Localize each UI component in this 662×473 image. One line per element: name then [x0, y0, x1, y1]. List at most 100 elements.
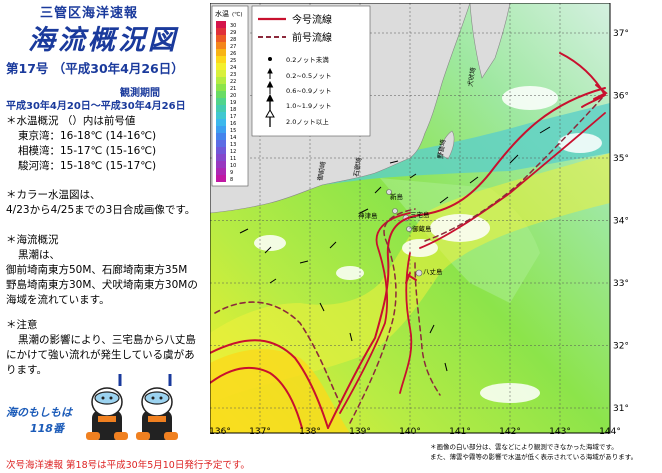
scale-swatch: [216, 98, 226, 105]
current-streamline: [210, 366, 303, 429]
previous-streamline: [414, 262, 441, 396]
scale-swatch: [216, 119, 226, 126]
longitude-label: 137°: [249, 427, 271, 437]
longitude-labels: 136° 137° 138° 139° 140° 141° 142° 143° 144°: [210, 427, 621, 437]
caution-line: にかけて強い流れが発生している虞があ: [6, 349, 195, 361]
legend-speed-label: 0.6~0.9ノット: [286, 87, 332, 95]
scale-swatch: [216, 49, 226, 56]
scale-tick-label: 20: [230, 93, 236, 99]
scale-tick-label: 22: [230, 79, 236, 85]
water-temp-section: ＊水温概況 （）内は前号値 東京湾：16-18℃ (14-16℃) 相模湾：15…: [6, 114, 156, 174]
scale-tick-label: 27: [230, 44, 236, 50]
scale-swatch: [216, 56, 226, 63]
previous-streamline: [214, 301, 341, 404]
current-vectors: [239, 126, 551, 372]
latitude-label: 36°: [613, 92, 628, 102]
scale-tick-label: 18: [230, 107, 236, 113]
caution-section: ＊注意 黒潮の影響により、三宅島から八丈島 にかけて強い流れが発生している虞があ…: [6, 318, 196, 378]
caution-line: ります。: [6, 364, 47, 376]
scale-unit: (℃): [232, 11, 242, 18]
scale-swatch: [216, 84, 226, 91]
latitude-label: 34°: [613, 217, 628, 227]
longitude-label: 138°: [299, 427, 321, 437]
current-streamline: [419, 112, 606, 249]
scale-swatch: [216, 35, 226, 42]
place-labels: 神津島 三宅島 御蔵島 八丈島 新島 御前崎 石廊埼 野島埼 犬吠埼: [315, 66, 477, 276]
current-streamline: [210, 339, 329, 429]
latitude-label: 31°: [613, 404, 628, 414]
mascot-illustration: [86, 374, 178, 440]
water-temp-row: 相模湾：15-17℃ (15-16℃): [18, 145, 157, 157]
scale-title: 水温: [215, 9, 229, 18]
scale-swatch: [216, 140, 226, 147]
latitude-labels: 37° 36° 35° 34° 33° 32° 31°: [613, 29, 628, 414]
longitude-label: 139°: [349, 427, 371, 437]
scale-tick-label: 15: [230, 128, 236, 134]
current-line: 御前埼南東方50M、石廊埼南東方35M: [6, 264, 188, 276]
scale-swatch: [216, 161, 226, 168]
scale-swatch: [216, 168, 226, 175]
map-legend: 今号流線 前号流線 0.2ノット未満 0.2~0.5ノット 0.6~0.9ノット…: [251, 5, 371, 137]
ocean-current-map: 神津島 三宅島 御蔵島 八丈島 新島 御前崎 石廊埼 野島埼 犬吠埼 水温 (℃…: [210, 3, 628, 437]
place-label-omaezaki: 御前崎: [315, 160, 327, 181]
scale-tick-label: 13: [230, 142, 236, 148]
latitude-label: 35°: [613, 154, 628, 164]
issue-number: 第17号 （平成30年4月26日）: [6, 61, 184, 76]
scale-tick-label: 29: [230, 30, 236, 36]
place-label-niijima: 新島: [390, 192, 404, 201]
image-note-line: また、薄雲や霧等の影響で水温が低く表示されている海域があります。: [430, 453, 638, 461]
scale-tick-label: 30: [230, 23, 236, 29]
water-temp-heading: ＊水温概況 （）内は前号値: [6, 115, 136, 127]
image-note-line: ＊画像の白い部分は、雲などにより観測できなかった海域です。: [430, 443, 618, 451]
current-streamline: [339, 212, 411, 414]
place-label-kozushima: 神津島: [358, 211, 378, 220]
current-line: 海域を流れています。: [6, 294, 110, 306]
scale-swatch: [216, 147, 226, 154]
diver-mascot-left: [86, 374, 128, 440]
place-label-hachijojima: 八丈島: [423, 267, 443, 276]
scale-tick-label: 16: [230, 121, 236, 127]
scale-tick-label: 19: [230, 100, 236, 106]
mascot-caption-number: 118番: [30, 422, 64, 435]
scale-tick-label: 17: [230, 114, 236, 120]
scale-tick-label: 12: [230, 149, 236, 155]
scale-tick-label: 10: [230, 163, 236, 169]
legend-current-label: 今号流線: [292, 13, 332, 26]
current-line: 野島埼南東方30M、犬吠埼南東方30Mの: [6, 279, 198, 291]
scale-tick-label: 23: [230, 72, 236, 78]
scale-tick-label: 24: [230, 65, 236, 71]
scale-swatch: [216, 112, 226, 119]
scale-swatch: [216, 126, 226, 133]
current-streamlines: [210, 52, 608, 429]
water-temp-row: 駿河湾：15-18℃ (15-17℃): [18, 160, 157, 172]
longitude-label: 141°: [449, 427, 471, 437]
scale-tick-label: 8: [230, 177, 233, 183]
period-value: 平成30年4月20日～平成30年4月26日: [6, 101, 186, 112]
mascot-caption: 海のもしもは: [6, 406, 72, 419]
scale-tick-label: 25: [230, 58, 236, 64]
page-title: 海流概況図: [28, 25, 178, 56]
scale-swatch: [216, 77, 226, 84]
map-frame: [210, 3, 611, 434]
legend-speed-label: 1.0~1.9ノット: [286, 102, 332, 110]
scale-swatch: [216, 154, 226, 161]
latitude-label: 32°: [613, 342, 628, 352]
diver-mascot-right: [136, 374, 178, 440]
water-temp-row: 東京湾：16-18℃ (14-16℃): [18, 130, 157, 142]
color-map-note: ＊カラー水温図は、 4/23から4/25までの3日合成画像です。: [6, 188, 195, 218]
scale-tick-label: 21: [230, 86, 236, 92]
place-label-inubozaki: 犬吠埼: [465, 66, 477, 87]
period-label: 観測期間: [120, 88, 160, 99]
latitude-label: 37°: [613, 29, 628, 39]
scale-swatch: [216, 63, 226, 70]
longitude-label: 142°: [499, 427, 521, 437]
image-note: ＊画像の白い部分は、雲などにより観測できなかった海域です。 また、薄雲や霧等の影…: [430, 442, 637, 462]
scale-swatch: [216, 105, 226, 112]
scale-tick-label: 9: [230, 170, 233, 176]
place-label-irouzaki: 石廊埼: [351, 156, 363, 177]
scale-swatch: [216, 42, 226, 49]
kuroshio-main-current: [327, 87, 606, 429]
scale-swatch: [216, 175, 226, 182]
legend-previous-label: 前号流線: [292, 31, 332, 44]
legend-speed-label: 0.2~0.5ノット: [286, 72, 332, 80]
